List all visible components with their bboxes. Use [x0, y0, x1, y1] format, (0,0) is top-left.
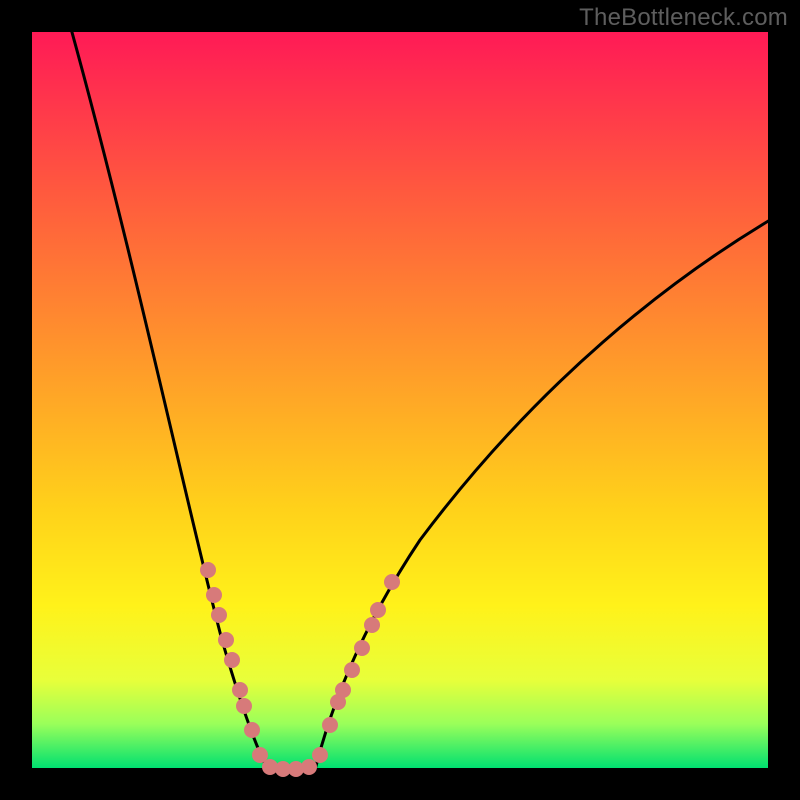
data-marker [232, 682, 248, 698]
data-marker [236, 698, 252, 714]
markers-layer [0, 0, 800, 800]
data-marker [218, 632, 234, 648]
chart-container: TheBottleneck.com [0, 0, 800, 800]
data-marker [344, 662, 360, 678]
data-marker [322, 717, 338, 733]
data-marker [224, 652, 240, 668]
data-marker [244, 722, 260, 738]
data-marker [312, 747, 328, 763]
data-marker [370, 602, 386, 618]
data-marker [211, 607, 227, 623]
data-marker [384, 574, 400, 590]
data-marker [335, 682, 351, 698]
watermark-text: TheBottleneck.com [579, 4, 788, 32]
data-marker [206, 587, 222, 603]
data-marker [364, 617, 380, 633]
data-marker [354, 640, 370, 656]
data-marker [200, 562, 216, 578]
